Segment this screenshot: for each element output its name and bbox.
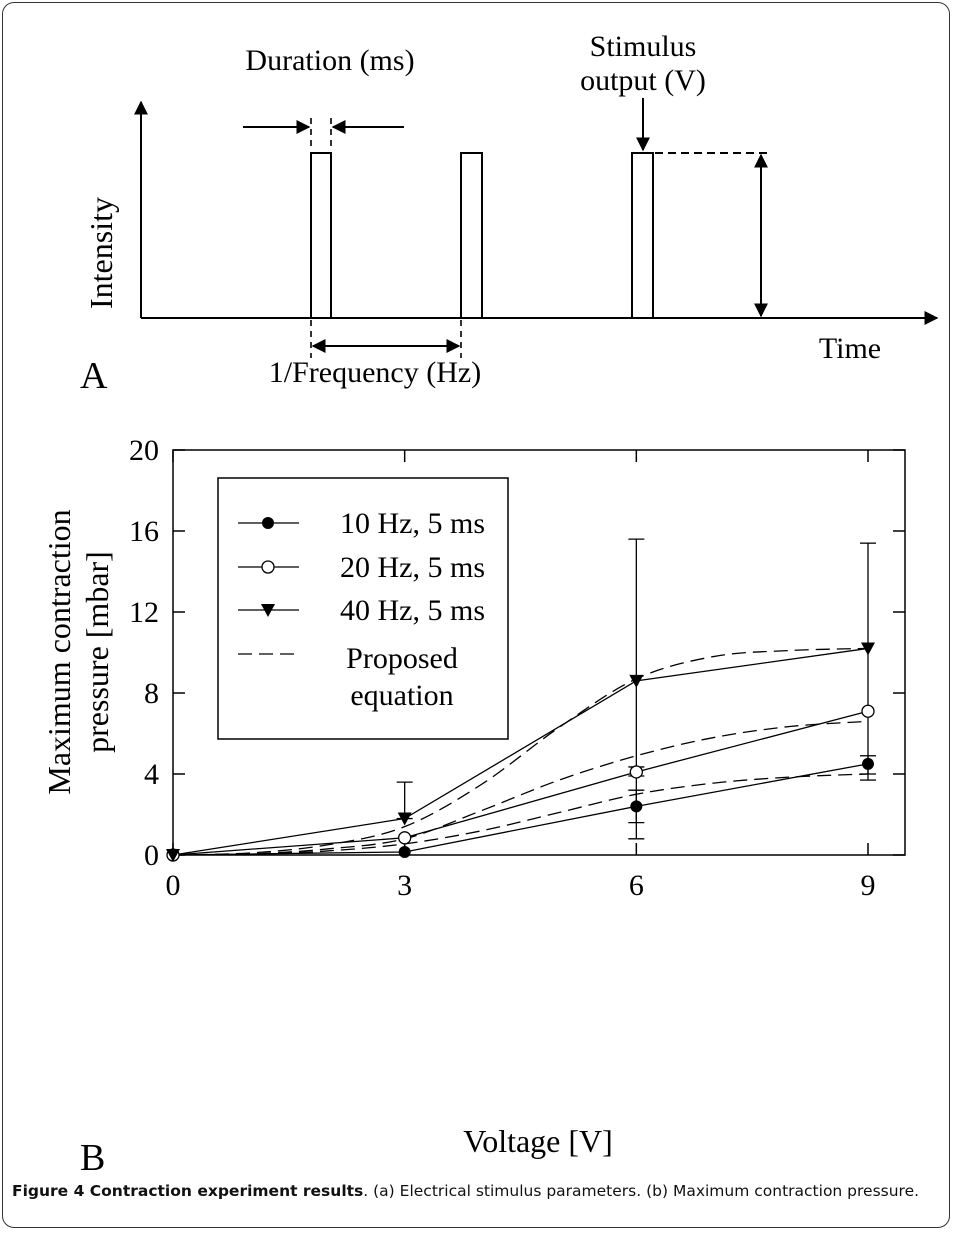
duration-label: Duration (ms) xyxy=(245,44,414,77)
panel-a-label: A xyxy=(80,355,108,397)
data-point-triangle xyxy=(261,604,275,617)
legend-label-fit-line1: Proposed xyxy=(346,642,458,675)
y-axis-label-line2: pressure [mbar] xyxy=(79,551,115,753)
figure-caption: Figure 4 Contraction experiment results.… xyxy=(12,1180,947,1203)
data-point-triangle xyxy=(861,642,875,656)
series-line xyxy=(172,710,869,856)
y-tick-label: 20 xyxy=(129,434,159,467)
y-tick-label: 0 xyxy=(144,839,159,872)
legend-label-fit-line2: equation xyxy=(350,679,453,712)
data-point-triangle xyxy=(397,812,412,826)
panel-b-label: B xyxy=(80,1137,105,1179)
legend: 10 Hz, 5 ms 20 Hz, 5 ms 40 Hz, 5 ms Propos… xyxy=(217,477,509,740)
legend-label: 40 Hz, 5 ms xyxy=(340,594,485,627)
plot-area-frame xyxy=(172,449,906,856)
y-axis-label-line1: Maximum contraction xyxy=(41,509,77,794)
y-tick-label: 4 xyxy=(144,758,159,791)
data-point-triangle xyxy=(166,849,180,862)
panel-b-chart: 0 4 8 12 16 20 0 3 6 9 Maximum contraction press… xyxy=(41,434,906,1179)
x-tick-label: 6 xyxy=(629,869,644,902)
data-point-filled-circle xyxy=(630,800,643,813)
legend-label: 10 Hz, 5 ms xyxy=(340,507,485,540)
y-tick-label: 8 xyxy=(144,677,159,710)
stimulus-label-line2: output (V) xyxy=(580,64,706,97)
x-axis-label: Voltage [V] xyxy=(463,1123,613,1159)
data-point-filled-circle xyxy=(398,845,411,858)
data-point-open-circle xyxy=(261,560,275,574)
panel-a-stimulus-diagram: Intensity Time Duration (ms) Stimulus ou… xyxy=(80,30,939,397)
data-point-filled-circle xyxy=(262,517,274,529)
fit-curve xyxy=(172,720,869,856)
data-point-open-circle xyxy=(398,831,412,845)
x-tick-label: 0 xyxy=(166,869,181,902)
series-line xyxy=(172,763,869,856)
intensity-axis-label: Intensity xyxy=(83,197,119,309)
x-tick-label: 3 xyxy=(397,869,412,902)
caption-title: Figure 4 Contraction experiment results xyxy=(12,1182,364,1200)
data-point-filled-circle xyxy=(862,757,874,770)
time-axis-label: Time xyxy=(819,332,881,365)
x-ticks: 0 3 6 9 xyxy=(166,450,876,902)
stimulus-pulse xyxy=(631,152,654,319)
data-point-open-circle xyxy=(861,704,875,718)
fit-curve xyxy=(172,647,869,856)
x-tick-label: 9 xyxy=(861,869,876,902)
series-lines xyxy=(172,647,869,856)
stimulus-pulse xyxy=(460,152,483,319)
y-ticks: 0 4 8 12 16 20 xyxy=(129,434,905,872)
data-point-triangle xyxy=(629,674,644,688)
fit-curve xyxy=(172,773,869,856)
caption-text: . (a) Electrical stimulus parameters. (b… xyxy=(363,1182,920,1200)
y-tick-label: 16 xyxy=(129,515,159,548)
legend-label: 20 Hz, 5 ms xyxy=(340,551,485,584)
stimulus-label-line1: Stimulus xyxy=(590,30,697,63)
series-markers xyxy=(166,642,875,862)
data-point-open-circle xyxy=(629,765,643,779)
y-tick-label: 12 xyxy=(129,596,159,629)
frequency-label: 1/Frequency (Hz) xyxy=(269,356,481,389)
stimulus-pulse xyxy=(310,152,332,319)
series-line xyxy=(172,647,869,856)
